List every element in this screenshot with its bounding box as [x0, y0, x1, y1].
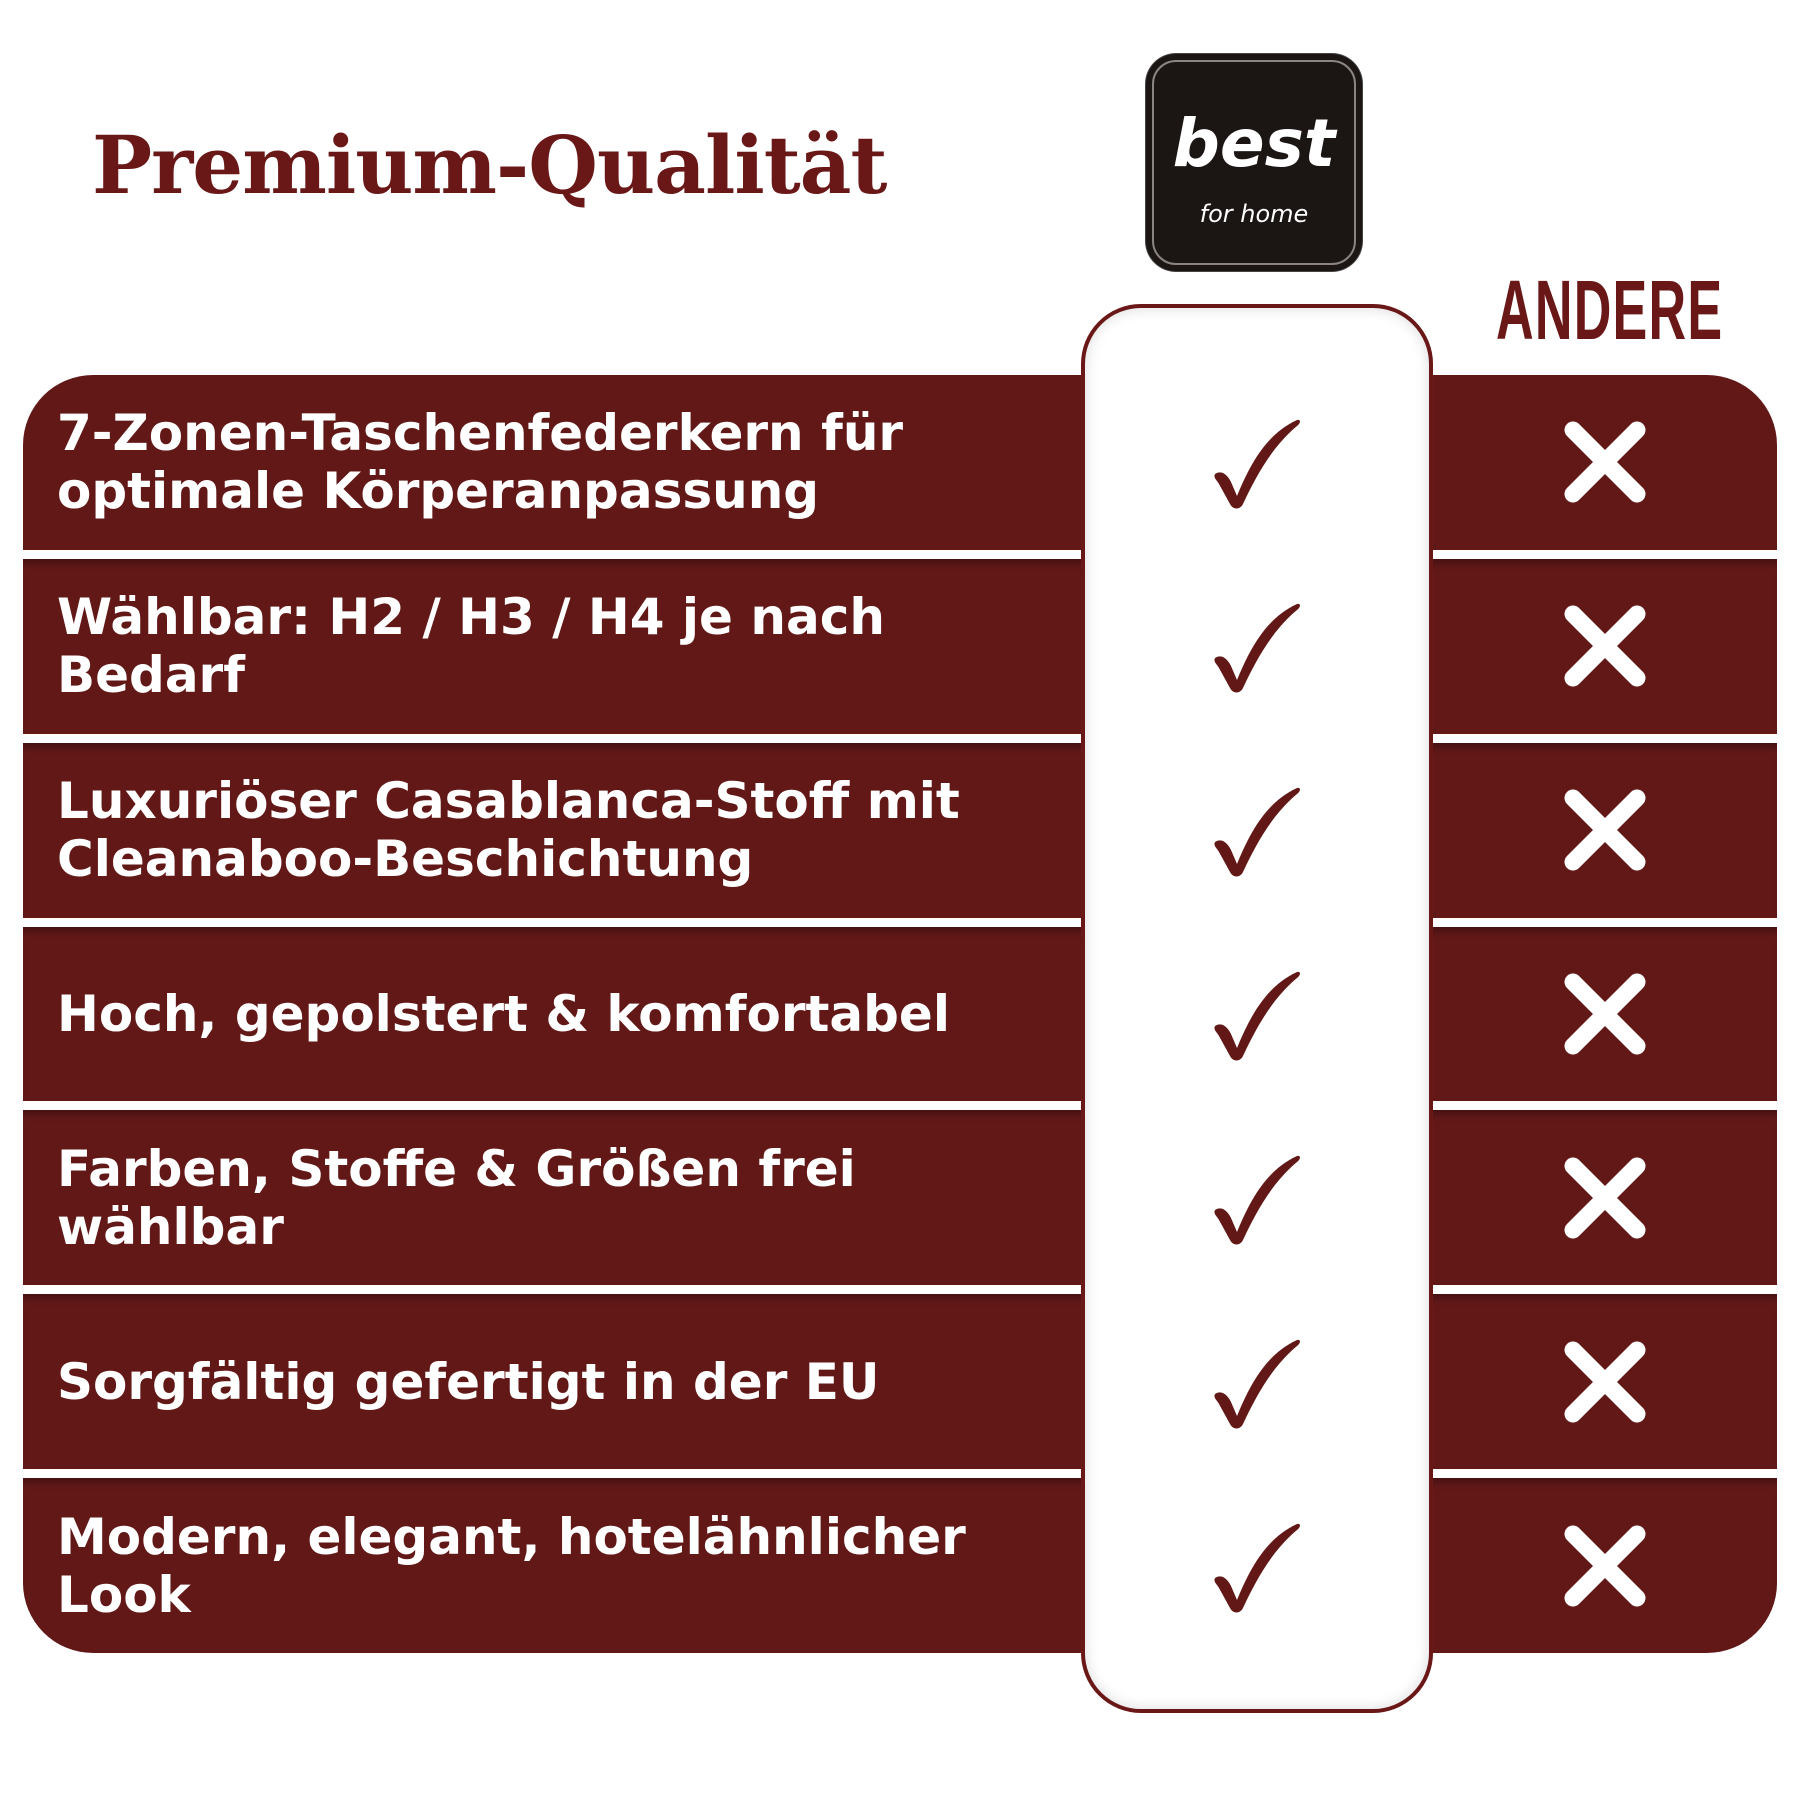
- check-icon: [1081, 559, 1433, 734]
- check-icon: [1081, 743, 1433, 918]
- x-icon: [1559, 968, 1651, 1060]
- check-icon: [1081, 1110, 1433, 1285]
- check-icon: [1081, 375, 1433, 550]
- check-icon: [1081, 927, 1433, 1102]
- comparison-table: 7-Zonen-Taschenfederkern für optimale Kö…: [23, 375, 1777, 1653]
- brand-logo: best for home: [1146, 54, 1362, 271]
- row-divider: [23, 1101, 1777, 1111]
- x-icon: [1559, 600, 1651, 692]
- table-row: Sorgfältig gefertigt in der EU: [23, 1294, 1777, 1470]
- check-icon: [1081, 1294, 1433, 1469]
- x-icon: [1559, 416, 1651, 508]
- table-row: Wählbar: H2 / H3 / H4 je nach Bedarf: [23, 558, 1777, 734]
- feature-label: Luxuriöser Casablanca-Stoff mit Cleanabo…: [57, 772, 960, 889]
- feature-label: Sorgfältig gefertigt in der EU: [57, 1352, 880, 1411]
- x-icon: [1559, 1336, 1651, 1428]
- page-title: Premium-Qualität: [92, 118, 887, 212]
- row-divider: [23, 917, 1777, 927]
- x-icon: [1559, 1520, 1651, 1612]
- table-row: Farben, Stoffe & Größen frei wählbar: [23, 1110, 1777, 1286]
- check-icon: [1081, 1478, 1433, 1653]
- row-divider: [23, 1285, 1777, 1295]
- row-divider: [23, 1469, 1777, 1479]
- logo-text: best: [1173, 105, 1338, 182]
- feature-label: Wählbar: H2 / H3 / H4 je nach Bedarf: [57, 588, 885, 705]
- feature-label: Hoch, gepolstert & komfortabel: [57, 985, 950, 1043]
- x-icon: [1559, 784, 1651, 876]
- table-row: Hoch, gepolstert & komfortabel: [23, 926, 1777, 1102]
- x-icon: [1559, 1152, 1651, 1244]
- feature-label: 7-Zonen-Taschenfederkern für optimale Kö…: [57, 404, 904, 521]
- table-row: Modern, elegant, hotelähnlicher Look: [23, 1478, 1777, 1653]
- table-row: 7-Zonen-Taschenfederkern für optimale Kö…: [23, 375, 1777, 550]
- feature-label: Farben, Stoffe & Größen frei wählbar: [57, 1139, 856, 1256]
- table-row: Luxuriöser Casablanca-Stoff mit Cleanabo…: [23, 742, 1777, 918]
- feature-label: Modern, elegant, hotelähnlicher Look: [57, 1507, 966, 1624]
- row-divider: [23, 549, 1777, 559]
- competitor-column-label: ANDERE: [1496, 263, 1724, 357]
- row-divider: [23, 733, 1777, 743]
- logo-subtext: for home: [1200, 200, 1309, 228]
- best-column: [1081, 375, 1433, 1653]
